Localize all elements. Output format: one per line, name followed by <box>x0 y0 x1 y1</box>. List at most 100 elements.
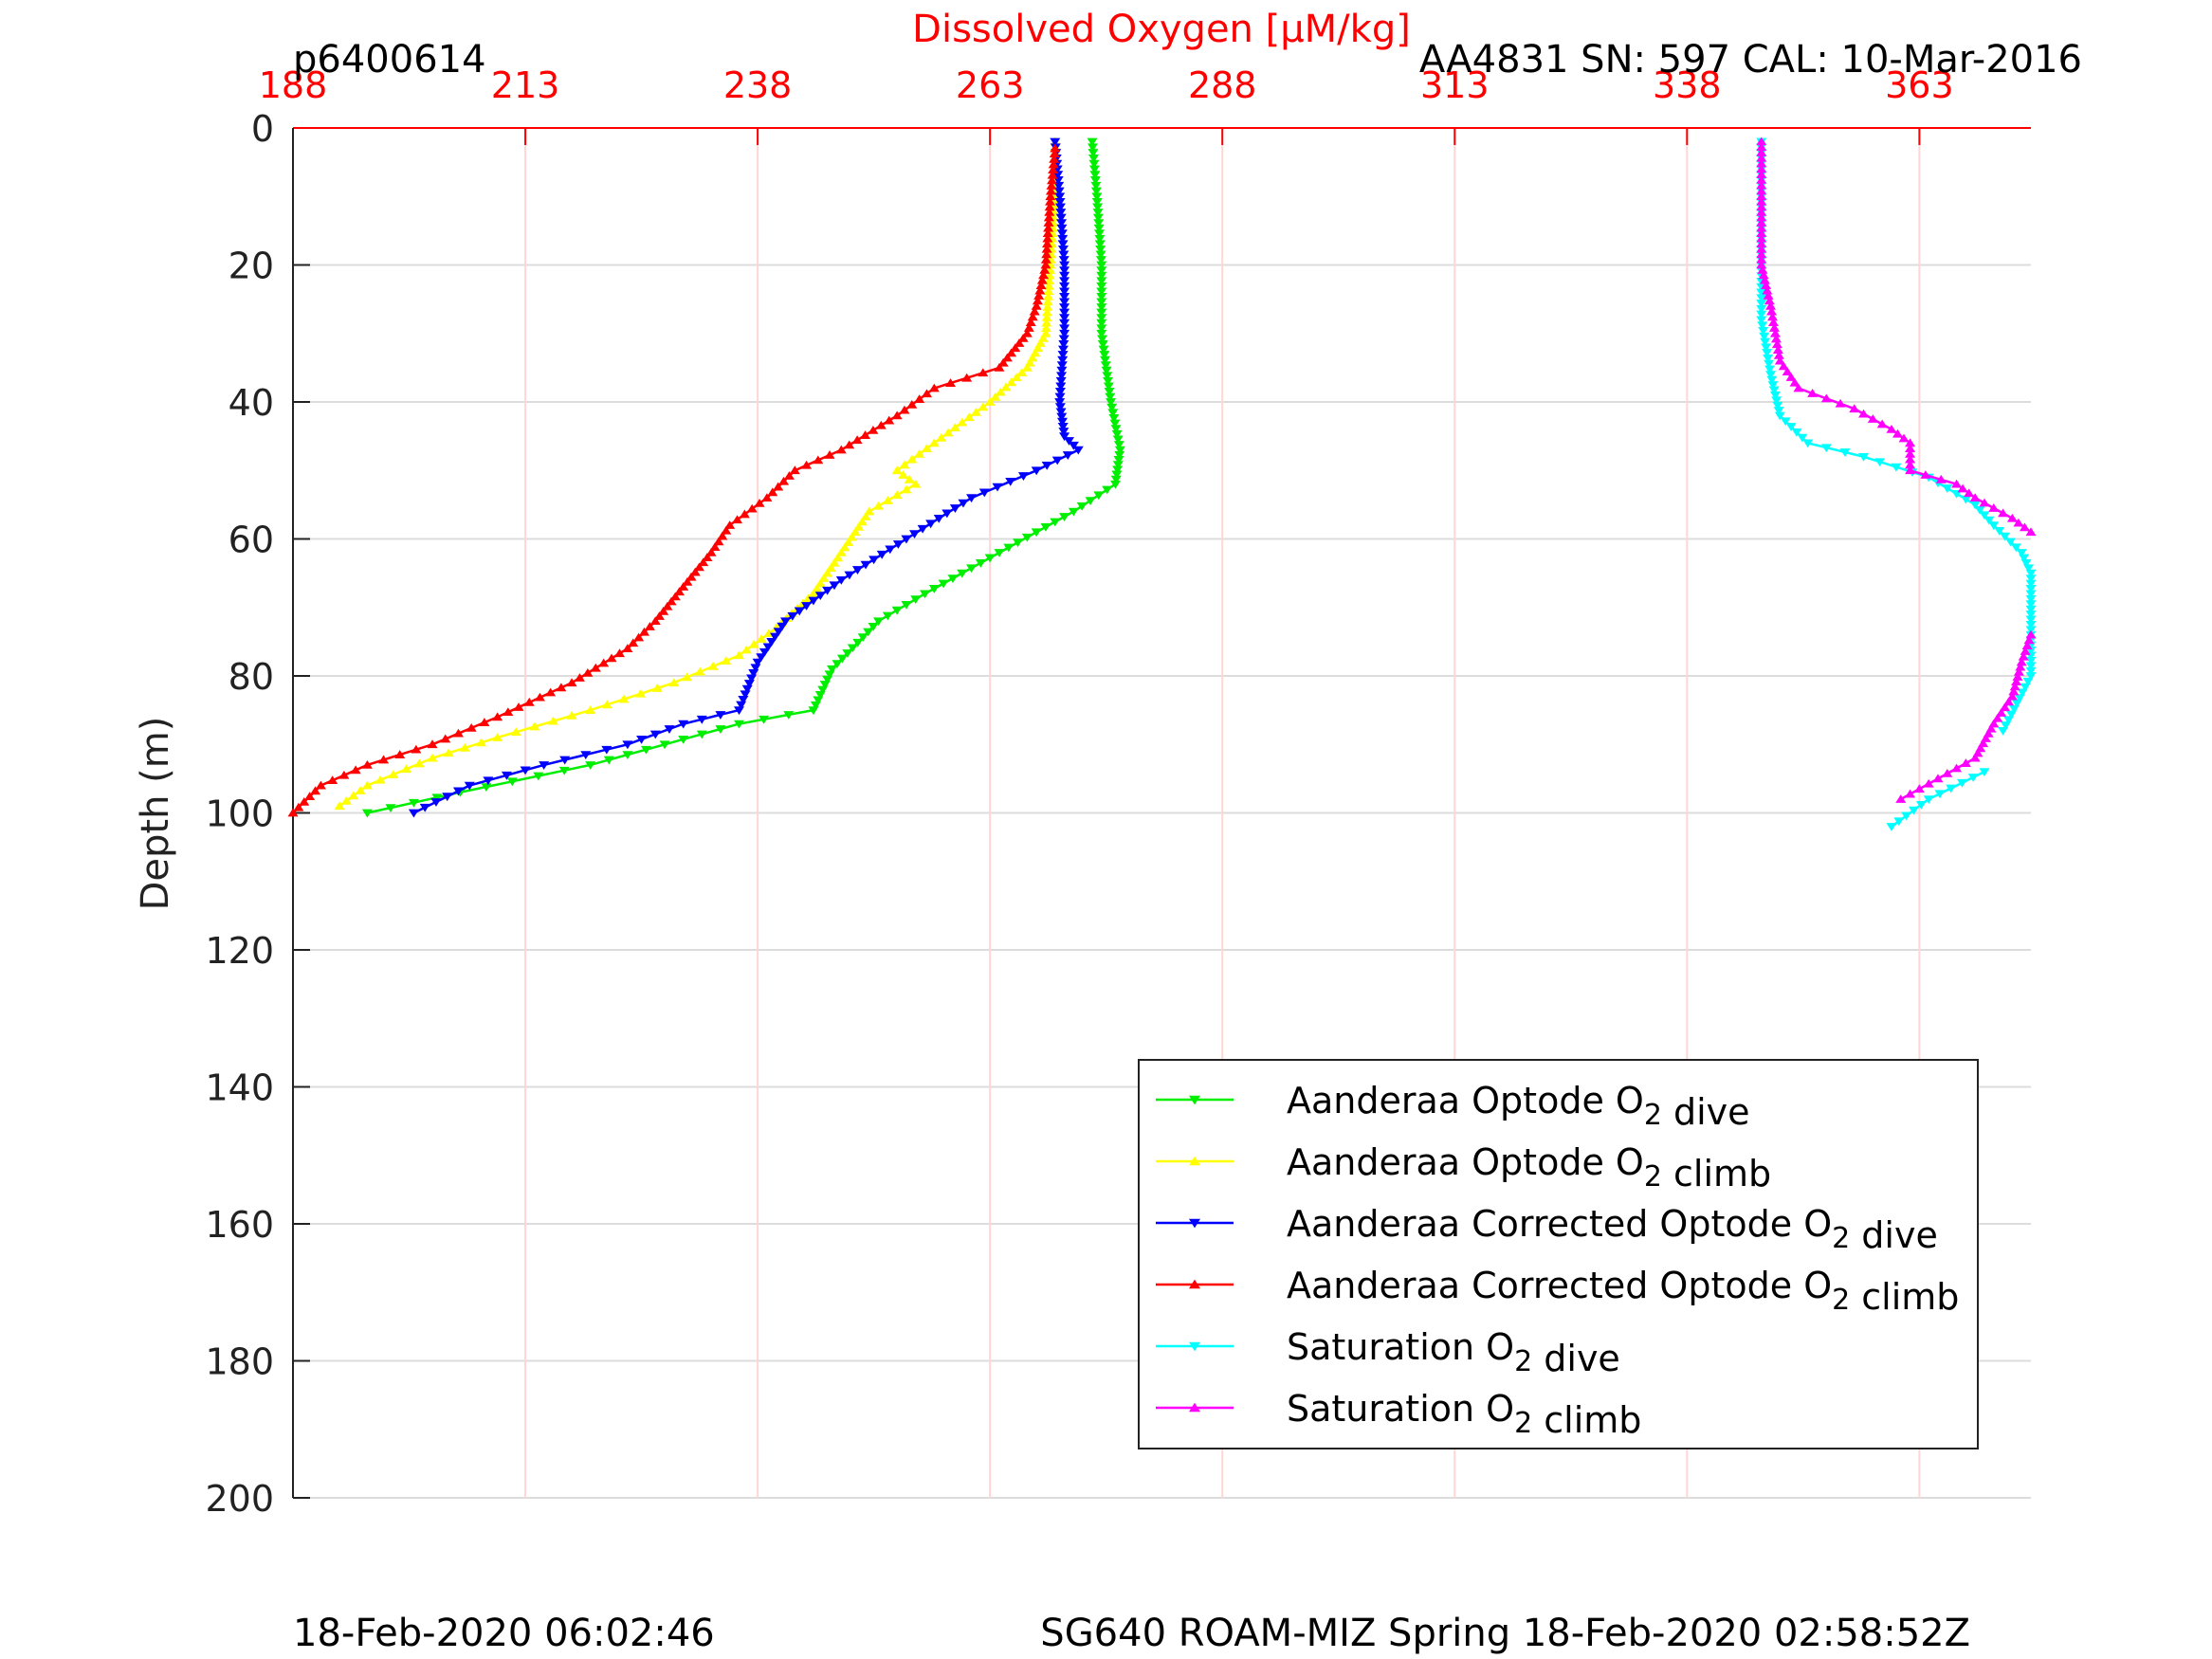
data-point <box>1001 353 1013 362</box>
data-point <box>769 632 780 642</box>
data-point <box>2012 672 2023 681</box>
data-point <box>1756 196 1767 206</box>
data-point <box>1055 213 1067 223</box>
data-point <box>506 777 518 787</box>
data-point <box>1905 438 1916 447</box>
data-point <box>801 602 813 611</box>
data-point <box>1761 281 1772 290</box>
data-point <box>1059 277 1070 286</box>
data-point <box>315 780 326 790</box>
data-point <box>1789 377 1801 387</box>
data-point <box>443 748 454 757</box>
data-point <box>891 410 903 420</box>
data-point <box>1765 371 1777 380</box>
data-point <box>334 801 345 811</box>
data-point <box>361 809 373 818</box>
data-point <box>1103 382 1114 392</box>
data-point <box>975 558 986 568</box>
data-point <box>1051 456 1063 465</box>
data-point <box>1054 398 1066 407</box>
data-point <box>843 538 854 546</box>
data-point <box>1092 209 1104 217</box>
data-point <box>778 476 790 485</box>
data-point <box>1059 329 1070 338</box>
data-point <box>1096 261 1107 270</box>
data-point <box>2014 694 2025 703</box>
data-point <box>966 494 978 503</box>
data-point <box>1087 143 1098 153</box>
data-point <box>808 596 819 606</box>
data-point <box>1031 466 1042 476</box>
data-point <box>452 728 464 738</box>
data-point <box>1793 383 1804 392</box>
data-point <box>2025 629 2037 639</box>
data-point <box>1915 800 1927 810</box>
data-point <box>1920 470 1931 479</box>
data-point <box>361 780 373 790</box>
data-point <box>884 415 895 425</box>
data-point <box>1040 523 1051 532</box>
data-point <box>1820 393 1832 403</box>
data-point <box>984 397 996 406</box>
data-point <box>539 761 550 770</box>
data-point <box>949 423 960 431</box>
data-point <box>633 632 645 642</box>
data-point <box>1756 300 1767 308</box>
data-point <box>822 568 833 577</box>
data-point <box>1102 485 1113 495</box>
x-tick-label: 238 <box>723 64 793 106</box>
data-point <box>2000 532 2011 541</box>
data-point <box>1756 186 1767 195</box>
legend-swatch-marker <box>1189 1095 1200 1105</box>
data-point <box>340 795 352 805</box>
data-point <box>2002 697 2014 706</box>
data-point <box>1059 266 1070 276</box>
data-point <box>1043 223 1054 232</box>
data-point <box>1774 356 1785 365</box>
data-point <box>533 772 544 781</box>
data-point <box>1058 428 1069 436</box>
data-point <box>1992 713 2003 722</box>
data-point <box>1042 297 1053 306</box>
data-point <box>715 725 726 734</box>
data-point <box>492 712 503 721</box>
data-point <box>1858 409 1870 418</box>
data-point <box>401 764 412 774</box>
data-point <box>1093 224 1105 233</box>
data-point <box>1757 264 1768 274</box>
data-point <box>1032 296 1043 305</box>
data-point <box>829 581 840 591</box>
data-point <box>928 585 940 593</box>
data-point <box>1964 488 1975 498</box>
data-point <box>1994 526 2005 536</box>
data-point <box>780 617 792 627</box>
data-point <box>853 521 865 531</box>
data-point <box>639 627 650 636</box>
data-point <box>1094 240 1106 249</box>
data-point <box>851 566 863 574</box>
data-point <box>1041 318 1052 327</box>
data-point <box>431 793 443 803</box>
data-point <box>1782 367 1793 376</box>
data-point <box>863 628 874 637</box>
data-point <box>1756 153 1767 162</box>
data-point <box>709 542 721 552</box>
data-point <box>1905 460 1916 469</box>
data-point <box>1016 368 1028 376</box>
data-point <box>1791 428 1802 437</box>
data-point <box>773 482 784 491</box>
data-point <box>1096 282 1107 291</box>
data-point <box>1998 508 2009 518</box>
data-point <box>529 721 540 731</box>
data-point <box>836 654 848 664</box>
data-point <box>628 638 639 647</box>
data-point <box>713 537 724 546</box>
data-point <box>748 668 759 678</box>
data-point <box>829 557 840 567</box>
data-point <box>818 574 830 582</box>
data-point <box>558 766 570 775</box>
data-point <box>1096 298 1107 307</box>
axes: 0 20 40 60 80 100 120 140 160 180 200 188 213 238 263 2… <box>205 64 2031 1520</box>
data-point <box>958 499 969 508</box>
